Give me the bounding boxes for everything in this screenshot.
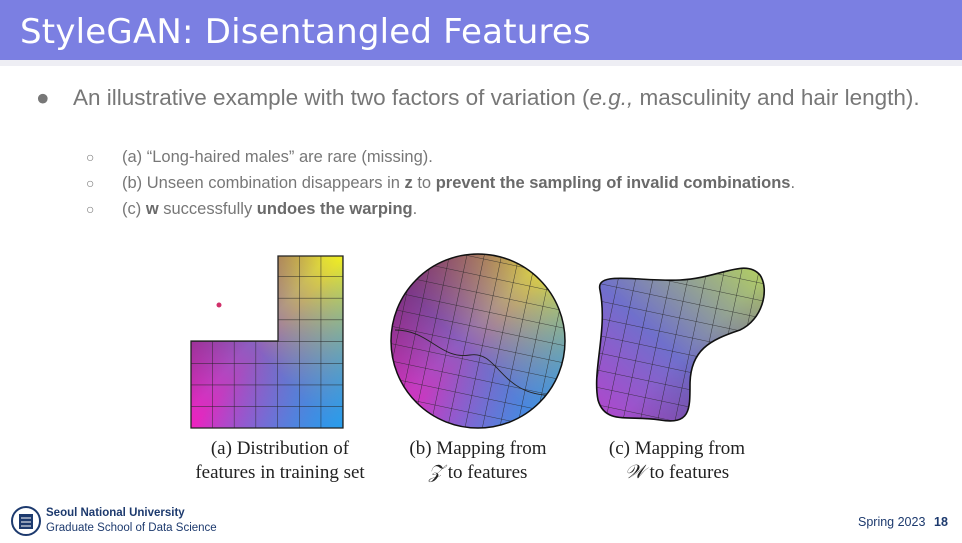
text-italic: e.g., [589, 85, 634, 110]
text-bold: z [404, 174, 413, 192]
bullet-dot-icon: ● [36, 85, 50, 110]
text-bold: prevent the sampling of invalid combinat… [435, 174, 791, 192]
school-name: Graduate School of Data Science [46, 522, 217, 534]
slide-title: StyleGAN: Disentangled Features [20, 12, 591, 52]
missing-sample-dot [216, 302, 222, 308]
text-bold: undoes the warping [256, 200, 413, 218]
snu-logo-icon [11, 506, 41, 536]
sub-bullet-c: ○ (c) w successfully undoes the warping. [86, 200, 417, 219]
circle-bullet-icon: ○ [86, 149, 95, 165]
caption-b: (b) Mapping from 𝒵 to features [378, 437, 578, 485]
caption-line: (a) Distribution of [210, 438, 350, 459]
panel-c-w-mapping [595, 267, 765, 422]
title-bar [0, 0, 962, 60]
caption-line: features in training set [195, 462, 365, 483]
text-bold: w [145, 200, 159, 218]
panel-a-training-distribution [190, 255, 344, 429]
caption-a: (a) Distribution of features in training… [180, 437, 380, 485]
caption-line: to features [443, 462, 528, 483]
text: (a) “Long-haired males” are rare (missin… [122, 148, 433, 166]
text: . [790, 174, 796, 192]
circle-bullet-icon: ○ [86, 175, 95, 191]
page-number: 18 [934, 515, 948, 529]
bullet-main: ● An illustrative example with two facto… [36, 82, 926, 114]
title-divider [0, 60, 962, 66]
text: to [412, 174, 436, 192]
sub-bullet-a: ○ (a) “Long-haired males” are rare (miss… [86, 148, 433, 167]
sub-bullet-b: ○ (b) Unseen combination disappears in z… [86, 174, 795, 193]
text: successfully [158, 200, 257, 218]
z-symbol: 𝒵 [428, 462, 444, 483]
text: An illustrative example with two factors… [73, 85, 590, 110]
caption-line: to features [644, 462, 730, 483]
circle-bullet-icon: ○ [86, 201, 95, 217]
term-label: Spring 2023 [858, 515, 926, 529]
text: . [412, 200, 418, 218]
text: (b) Unseen combination disappears in [122, 174, 405, 192]
text: masculinity and hair length). [633, 85, 920, 110]
caption-line: (c) Mapping from [608, 438, 746, 459]
caption-line: (b) Mapping from [409, 438, 547, 459]
w-symbol: 𝒲 [624, 462, 645, 483]
panel-b-z-mapping [390, 253, 566, 429]
university-name: Seoul National University [46, 507, 185, 519]
caption-c: (c) Mapping from 𝒲 to features [577, 437, 777, 485]
text: (c) [122, 200, 146, 218]
